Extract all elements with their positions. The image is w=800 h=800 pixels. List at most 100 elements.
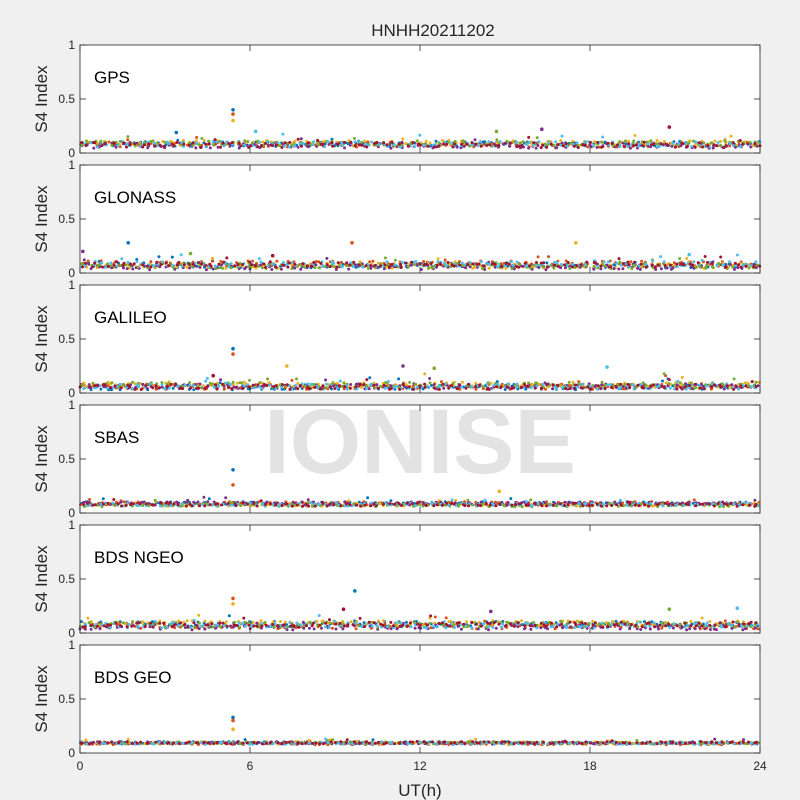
data-point — [149, 260, 153, 264]
data-point — [463, 504, 467, 508]
data-point — [220, 263, 224, 267]
data-point — [527, 503, 530, 507]
data-point — [594, 262, 598, 265]
data-point — [679, 144, 683, 148]
data-point — [609, 265, 613, 269]
data-point — [234, 504, 238, 508]
data-point — [520, 505, 524, 509]
data-point — [318, 623, 322, 627]
data-point — [754, 266, 758, 270]
data-point — [683, 625, 687, 629]
data-point — [310, 504, 314, 508]
data-point — [211, 267, 215, 271]
data-point — [746, 142, 750, 146]
data-point — [737, 387, 741, 391]
data-point — [363, 625, 366, 629]
data-point — [169, 382, 173, 386]
data-point — [264, 265, 267, 269]
data-point — [676, 142, 680, 146]
data-point — [686, 503, 690, 507]
data-point — [95, 141, 99, 145]
data-point — [659, 142, 663, 146]
data-point — [551, 383, 555, 387]
data-point — [404, 142, 408, 146]
data-point — [426, 144, 430, 148]
data-point — [131, 267, 135, 271]
data-point — [491, 262, 494, 266]
data-point — [404, 261, 408, 265]
data-point — [720, 382, 724, 386]
data-point — [558, 502, 562, 506]
data-point — [483, 619, 487, 623]
data-point — [378, 264, 382, 268]
data-point — [88, 498, 92, 501]
data-point — [260, 624, 264, 628]
data-point — [515, 385, 518, 389]
data-point — [186, 383, 190, 387]
data-point — [234, 624, 238, 627]
data-point — [408, 621, 412, 625]
data-point — [329, 621, 333, 625]
data-point — [281, 132, 285, 136]
data-point — [535, 136, 539, 140]
spike-point — [231, 483, 235, 487]
data-point — [288, 621, 292, 625]
data-point — [610, 504, 614, 507]
data-point — [733, 145, 737, 149]
data-point — [180, 141, 184, 145]
data-point — [532, 141, 536, 145]
data-point — [121, 264, 125, 267]
data-point — [268, 502, 272, 506]
data-point — [192, 621, 196, 625]
data-point — [477, 620, 481, 624]
data-point — [533, 386, 537, 390]
data-point — [125, 625, 129, 629]
data-point — [722, 263, 726, 267]
data-point — [180, 143, 183, 147]
data-point — [416, 622, 420, 626]
data-point — [693, 145, 697, 149]
data-point — [717, 261, 721, 265]
data-point — [153, 141, 157, 145]
data-point — [495, 265, 499, 269]
data-point — [372, 383, 376, 387]
data-point — [383, 386, 387, 390]
data-point — [446, 261, 450, 264]
data-point — [656, 502, 660, 506]
data-point — [260, 386, 263, 390]
data-point — [626, 139, 630, 143]
data-point — [473, 138, 477, 142]
data-point — [533, 623, 537, 627]
data-point — [354, 627, 358, 631]
data-point — [662, 386, 666, 390]
data-point — [330, 141, 334, 145]
data-point — [122, 261, 126, 265]
data-point — [249, 144, 253, 148]
data-point — [422, 625, 426, 629]
data-point — [202, 495, 206, 499]
data-point — [468, 144, 472, 148]
data-point — [208, 146, 212, 150]
data-point — [227, 142, 231, 145]
data-point — [176, 503, 180, 507]
data-point — [213, 138, 217, 142]
data-point — [80, 262, 84, 266]
data-point — [285, 383, 289, 387]
data-point — [549, 263, 553, 267]
data-point — [429, 262, 433, 266]
data-point — [587, 621, 591, 625]
data-point — [571, 380, 575, 384]
data-point — [736, 266, 740, 270]
data-point — [333, 387, 337, 390]
data-point — [338, 621, 342, 625]
data-point — [193, 264, 197, 268]
data-point — [541, 383, 545, 386]
data-point — [171, 386, 175, 390]
data-point — [607, 260, 610, 264]
data-point — [619, 503, 623, 507]
data-point — [579, 263, 583, 267]
data-point — [555, 146, 559, 150]
data-point — [346, 623, 350, 627]
data-point — [671, 626, 675, 630]
data-point — [229, 262, 233, 266]
